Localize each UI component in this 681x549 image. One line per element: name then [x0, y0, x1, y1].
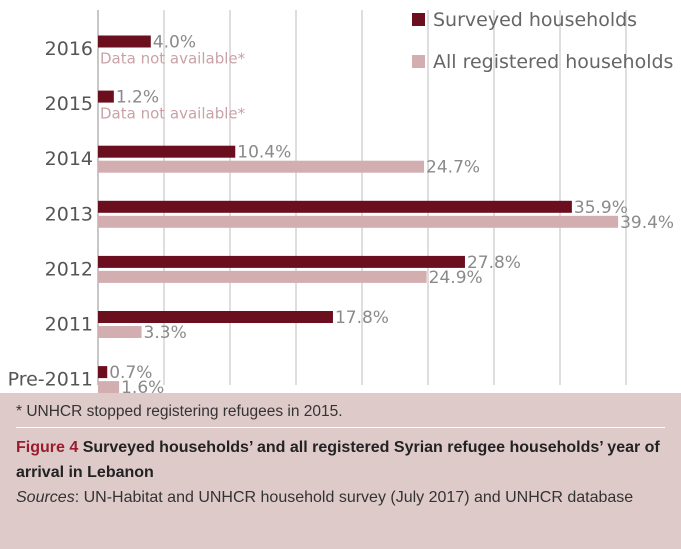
legend-label-registered: All registered households [433, 51, 673, 73]
na-label-registered-2016: Data not available* [100, 50, 246, 68]
na-label-registered-2015: Data not available* [100, 105, 246, 123]
legend: Surveyed households All registered househ… [412, 9, 673, 73]
value-label-registered-2011: 3.3% [144, 323, 187, 343]
bar-chart: 2016 4.0%Data not available*2015 1.2%Data … [8, 9, 675, 394]
figure-number: Figure 4 [16, 439, 79, 456]
value-label-surveyed-2015: 1.2% [116, 88, 159, 108]
bar-surveyed-2014 [98, 145, 236, 158]
sources: Sources: UN-Habitat and UNHCR household … [16, 485, 665, 510]
sources-text: : UN-Habitat and UNHCR household survey … [74, 489, 634, 506]
tick-label-2014: 2014 [45, 148, 93, 170]
bar-surveyed-pre-2011 [98, 366, 108, 379]
legend-swatch-surveyed [412, 13, 425, 26]
bar-surveyed-2011 [98, 311, 333, 323]
legend-label-surveyed: Surveyed households [433, 9, 637, 31]
tick-label-2012: 2012 [45, 258, 93, 280]
value-label-surveyed-2016: 4.0% [153, 33, 196, 53]
bar-registered-2013 [98, 215, 619, 228]
bar-surveyed-2016 [98, 35, 151, 48]
labels: 2016 4.0%Data not available*2015 1.2%Data … [8, 33, 675, 394]
value-label-registered-pre-2011: 1.6% [121, 378, 164, 393]
value-label-surveyed-pre-2011: 0.7% [109, 363, 152, 383]
tick-label-2016: 2016 [45, 38, 93, 60]
gridlines [97, 10, 627, 385]
value-label-registered-2014: 24.7% [426, 158, 480, 178]
tick-label-2013: 2013 [45, 203, 93, 225]
sources-label: Sources [16, 489, 75, 506]
tick-label-2011: 2011 [45, 314, 93, 336]
bar-registered-2014 [98, 160, 425, 173]
value-label-registered-2013: 39.4% [620, 213, 674, 233]
value-label-registered-2012: 24.9% [429, 268, 483, 288]
value-label-surveyed-2012: 27.8% [467, 253, 521, 273]
value-label-surveyed-2014: 10.4% [237, 143, 291, 163]
figure-caption: Figure 4 Surveyed households’ and all re… [16, 435, 665, 485]
legend-swatch-registered [412, 55, 425, 68]
footnote: * UNHCR stopped registering refugees in … [16, 403, 343, 420]
figure-title: Surveyed households’ and all registered … [16, 439, 660, 481]
bar-registered-pre-2011 [98, 381, 120, 393]
bar-registered-2012 [98, 270, 427, 283]
bar-surveyed-2013 [98, 200, 572, 213]
divider [16, 427, 665, 428]
value-label-surveyed-2013: 35.9% [574, 198, 628, 218]
tick-label-pre-2011: Pre-2011 [8, 369, 93, 391]
bar-surveyed-2015 [98, 90, 114, 103]
tick-label-2015: 2015 [45, 93, 93, 115]
caption-box: * UNHCR stopped registering refugees in … [0, 393, 681, 549]
bar-surveyed-2012 [98, 255, 465, 268]
bars [98, 35, 619, 393]
value-label-surveyed-2011: 17.8% [335, 308, 389, 328]
bar-registered-2011 [98, 326, 142, 338]
